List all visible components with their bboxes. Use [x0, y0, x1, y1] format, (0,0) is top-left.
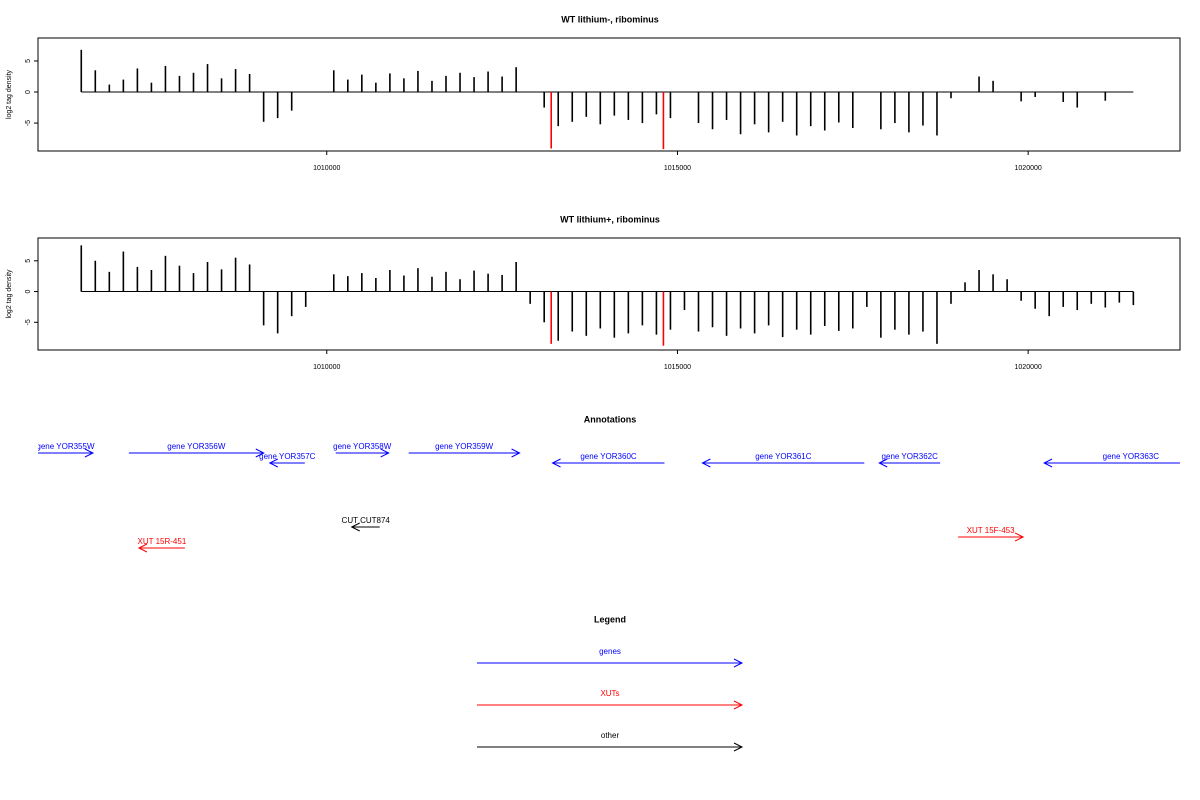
- plot-frame: [37, 237, 1181, 351]
- chart-title: Annotations: [584, 414, 637, 424]
- legend-arrow-head: [733, 700, 744, 710]
- feature-arrow: [1043, 458, 1180, 468]
- feature-label: gene YOR360C: [580, 452, 637, 461]
- y-tick-label: 0: [25, 90, 32, 94]
- feature-arrow: [38, 448, 95, 458]
- x-tick-label: 1020000: [1015, 165, 1042, 172]
- feature-arrow: [958, 532, 1025, 542]
- x-tick-label: 1010000: [313, 165, 340, 172]
- y-tick-label: 0: [25, 289, 32, 293]
- feature-arrow: [335, 448, 390, 458]
- x-tick-label: 1010000: [313, 364, 340, 371]
- y-axis-label: log2 tag density: [6, 269, 13, 319]
- feature-arrow-head: [350, 522, 360, 532]
- feature-arrow-head: [268, 458, 279, 468]
- feature-arrow-head: [701, 458, 711, 468]
- legend-arrow: [477, 658, 744, 668]
- feature-label: gene YOR358W: [333, 442, 392, 451]
- feature-arrow: [350, 522, 380, 532]
- feature-label: gene YOR357C: [259, 452, 316, 461]
- feature-label: gene YOR363C: [1103, 452, 1160, 461]
- legend-arrow: [477, 700, 744, 710]
- chart-title: WT lithium-, ribominus: [561, 14, 659, 24]
- feature-label: gene YOR361C: [755, 452, 812, 461]
- feature-arrow-head: [84, 448, 95, 458]
- feature-arrow: [551, 458, 665, 468]
- y-tick-label: -5: [25, 120, 32, 126]
- feature-arrow-head: [137, 543, 148, 553]
- y-axis-label: log2 tag density: [6, 69, 13, 119]
- legend-label: genes: [599, 647, 621, 656]
- chart-title: WT lithium+, ribominus: [560, 214, 660, 224]
- x-tick-label: 1020000: [1015, 364, 1042, 371]
- legend-title: Legend: [594, 614, 626, 624]
- feature-arrow: [268, 458, 305, 468]
- legend-arrow: [477, 742, 744, 752]
- y-tick-label: 5: [25, 259, 32, 263]
- legend-label: XUTs: [600, 689, 619, 698]
- legend-arrow-head: [733, 742, 744, 752]
- annotation-track: gene YOR355W gene YOR356W gene YOR357C gene…: [36, 442, 1180, 553]
- feature-label: gene YOR356W: [167, 442, 226, 451]
- legend-label: other: [601, 731, 620, 740]
- feature-arrow: [408, 448, 521, 458]
- feature-label: gene YOR355W: [36, 442, 95, 451]
- feature-arrow-head: [511, 448, 521, 458]
- feature-arrow-head: [255, 448, 265, 458]
- feature-arrow: [701, 458, 865, 468]
- feature-arrow-head: [878, 458, 888, 468]
- feature-arrow-head: [1043, 458, 1053, 468]
- y-tick-label: 5: [25, 59, 32, 63]
- x-tick-label: 1015000: [664, 165, 691, 172]
- feature-label: gene YOR359W: [435, 442, 494, 451]
- legend-arrow-head: [733, 658, 744, 668]
- x-tick-label: 1015000: [664, 364, 691, 371]
- plot-frame: [37, 37, 1181, 152]
- feature-arrow: [137, 543, 185, 553]
- feature-label: gene YOR362C: [882, 452, 939, 461]
- feature-label: XUT 15R-451: [138, 537, 187, 546]
- feature-label: XUT 15F-453: [967, 526, 1015, 535]
- feature-label: CUT CUT874: [342, 516, 391, 525]
- feature-arrow: [128, 448, 265, 458]
- feature-arrow: [878, 458, 941, 468]
- feature-arrow-head: [1014, 532, 1025, 542]
- y-tick-label: -5: [25, 319, 32, 325]
- feature-arrow-head: [380, 448, 390, 458]
- feature-arrow-head: [551, 458, 561, 468]
